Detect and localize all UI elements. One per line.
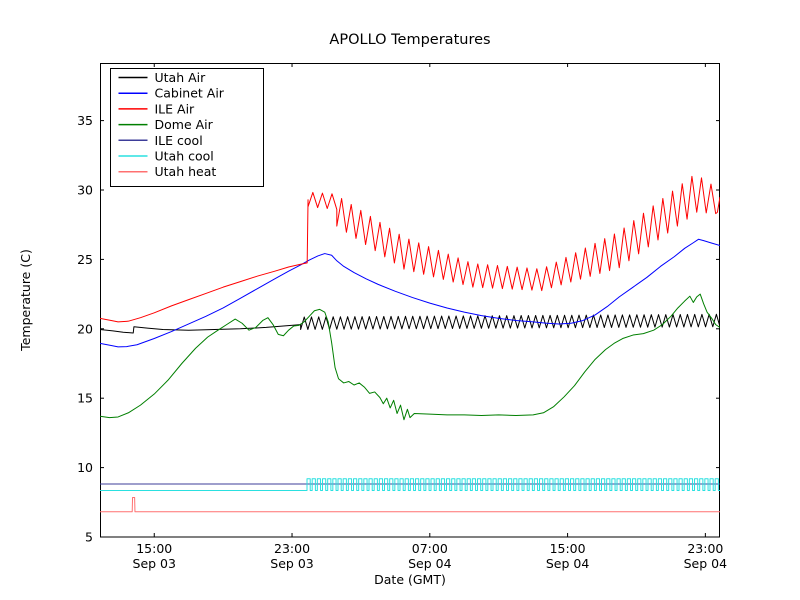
y-tick-label: 30 — [77, 183, 93, 198]
legend-label-cabinet-air: Cabinet Air — [155, 86, 225, 101]
y-tick-label: 15 — [77, 391, 93, 406]
x-tick-label-date: Sep 04 — [546, 556, 589, 571]
x-tick-label-time: 15:00 — [550, 541, 586, 556]
legend-label-ile-air: ILE Air — [155, 101, 196, 116]
x-tick-label-time: 07:00 — [412, 541, 448, 556]
plot-frame — [100, 63, 720, 538]
y-tick-label: 25 — [77, 252, 93, 267]
legend-label-dome-air: Dome Air — [155, 117, 214, 132]
x-tick-label-time: 23:00 — [687, 541, 723, 556]
x-tick-label-date: Sep 04 — [408, 556, 451, 571]
legend-label-utah-cool: Utah cool — [155, 149, 214, 164]
legend-label-utah-heat: Utah heat — [155, 164, 217, 179]
x-tick-label-date: Sep 04 — [684, 556, 727, 571]
x-tick-label-date: Sep 03 — [133, 556, 176, 571]
y-tick-label: 20 — [77, 321, 93, 336]
series-line-ile-air — [100, 175, 720, 323]
y-tick-label: 5 — [85, 530, 93, 545]
y-tick-label: 10 — [77, 460, 93, 475]
series-lines — [100, 175, 720, 513]
x-axis-label: Date (GMT) — [374, 572, 446, 587]
x-tick-label-time: 23:00 — [274, 541, 310, 556]
x-tick-label-time: 15:00 — [136, 541, 172, 556]
series-line-utah-cool — [100, 478, 720, 491]
legend-label-ile-cool: ILE cool — [155, 133, 203, 148]
series-line-utah-air — [100, 313, 720, 334]
chart-title: APOLLO Temperatures — [329, 32, 490, 48]
legend-label-utah-air: Utah Air — [155, 70, 207, 85]
series-line-dome-air — [100, 293, 720, 421]
y-tick-label: 35 — [77, 113, 93, 128]
legend-box — [110, 68, 264, 187]
x-tick-label-date: Sep 03 — [270, 556, 313, 571]
y-axis-label: Temperature (C) — [18, 249, 33, 352]
series-line-utah-heat — [100, 496, 720, 513]
series-line-cabinet-air — [100, 238, 720, 348]
